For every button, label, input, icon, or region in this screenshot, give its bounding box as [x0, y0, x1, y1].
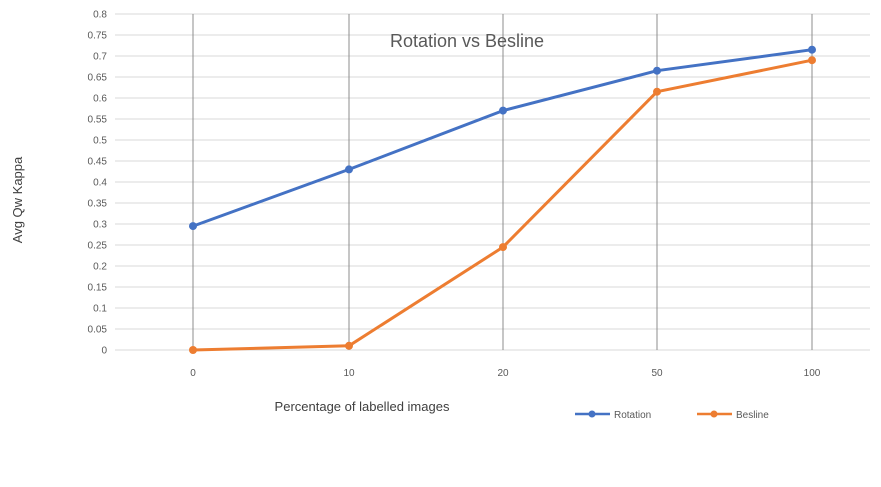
- legend-item-besline: Besline: [697, 410, 769, 421]
- y-tick-label: 0.15: [88, 283, 108, 294]
- data-point-besline: [189, 346, 197, 354]
- y-tick-label: 0.8: [93, 10, 107, 21]
- horizontal-gridlines: [115, 13, 870, 351]
- data-point-besline: [653, 87, 661, 96]
- y-tick-label: 0.2: [93, 262, 107, 273]
- y-tick-label: 0.4: [93, 178, 107, 189]
- chart-title: Rotation vs Besline: [390, 31, 544, 51]
- y-tick-label: 0.25: [88, 241, 108, 252]
- x-tick-label: 0: [190, 368, 196, 379]
- data-point-rotation: [653, 66, 661, 75]
- x-tick-label: 100: [804, 368, 821, 379]
- legend-label-rotation: Rotation: [614, 410, 651, 421]
- y-tick-label: 0.5: [93, 136, 107, 147]
- y-tick-label: 0.05: [88, 325, 108, 336]
- x-tick-label: 20: [497, 368, 509, 379]
- y-tick-label: 0: [101, 346, 107, 357]
- y-tick-label: 0.35: [88, 199, 108, 210]
- y-axis-label: Avg Qw Kappa: [10, 156, 25, 243]
- data-point-besline: [345, 341, 353, 350]
- y-tick-label: 0.55: [88, 115, 108, 126]
- x-axis-label: Percentage of labelled images: [275, 399, 450, 414]
- data-point-rotation: [808, 45, 816, 54]
- legend-marker-besline: [710, 410, 718, 418]
- data-point-rotation: [189, 222, 197, 231]
- data-point-rotation: [499, 106, 507, 115]
- x-tick-labels: 0 10 20 50 100: [190, 368, 821, 379]
- legend-item-rotation: Rotation: [575, 410, 651, 421]
- series-group: [189, 45, 816, 354]
- legend-label-besline: Besline: [736, 410, 769, 421]
- y-tick-label: 0.65: [88, 73, 108, 84]
- y-tick-label: 0.3: [93, 220, 107, 231]
- data-point-besline: [808, 56, 816, 65]
- legend-marker-rotation: [588, 410, 596, 418]
- y-tick-label: 0.1: [93, 304, 107, 315]
- y-tick-labels: 0 0.05 0.1 0.15 0.2 0.25 0.3 0.35 0.4 0.45 0.5 0.55…: [88, 10, 108, 357]
- legend: Rotation Besline: [575, 410, 769, 421]
- y-tick-label: 0.45: [88, 157, 108, 168]
- y-tick-label: 0.6: [93, 94, 107, 105]
- y-tick-label: 0.75: [88, 31, 108, 42]
- x-tick-label: 50: [651, 368, 663, 379]
- data-point-rotation: [345, 165, 353, 174]
- y-tick-label: 0.7: [93, 52, 107, 63]
- x-tick-label: 10: [343, 368, 355, 379]
- data-point-besline: [499, 243, 507, 252]
